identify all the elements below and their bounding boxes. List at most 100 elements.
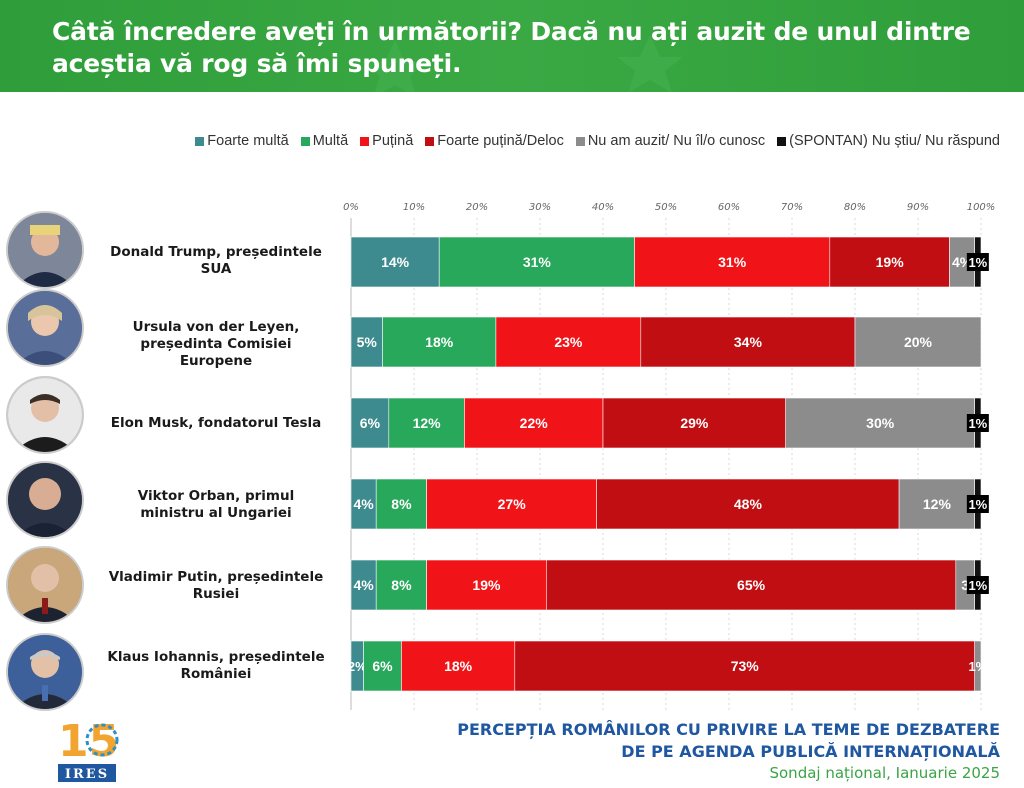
person-photo bbox=[6, 211, 84, 289]
person-label-line: Rusiei bbox=[192, 586, 240, 602]
data-label: 6% bbox=[372, 658, 393, 674]
data-label: 2% bbox=[348, 659, 367, 674]
person-label-line: Klaus Iohannis, președintele bbox=[107, 649, 325, 665]
person-label: Viktor Orban, primul ministru al Ungariei bbox=[90, 477, 342, 533]
data-label: 19% bbox=[472, 577, 501, 593]
legend-swatch bbox=[575, 136, 585, 146]
person-label-line: Europene bbox=[179, 352, 253, 369]
data-label: 3 bbox=[961, 577, 969, 593]
legend-swatch bbox=[425, 136, 435, 146]
person-label-line: Vladimir Putin, președintele bbox=[108, 569, 324, 585]
person-label-line: Elon Musk, fondatorul Tesla bbox=[110, 414, 322, 431]
person-label: Klaus Iohannis, președintele României bbox=[90, 638, 342, 694]
ires-logo: 15 IRES bbox=[56, 710, 122, 784]
bar-segment bbox=[350, 316, 383, 368]
data-label: 4% bbox=[353, 577, 374, 593]
data-label: 1% bbox=[968, 416, 987, 431]
bar-segment bbox=[596, 478, 900, 530]
bar-segment bbox=[829, 236, 950, 288]
legend-label: Puțină bbox=[372, 133, 414, 149]
legend-label: Nu am auzit/ Nu îl/o cunosc bbox=[587, 133, 766, 149]
legend-label: Foarte multă bbox=[207, 133, 289, 149]
data-label: 48% bbox=[734, 496, 763, 512]
x-tick-label: 80% bbox=[844, 202, 866, 213]
bar-segment bbox=[634, 236, 831, 288]
footer-title-line2: DE PE AGENDA PUBLICĂ INTERNAȚIONALĂ bbox=[621, 742, 1000, 761]
data-label: 34% bbox=[734, 334, 763, 350]
x-tick-label: 70% bbox=[781, 202, 803, 213]
footer-subtitle: Sondaj național, Ianuarie 2025 bbox=[769, 764, 1000, 782]
legend-item-multa: Multă bbox=[300, 133, 349, 149]
data-label: 12% bbox=[923, 496, 952, 512]
x-tick-label: 90% bbox=[907, 202, 929, 213]
x-tick-label: 20% bbox=[466, 202, 488, 213]
bar-segment bbox=[602, 397, 786, 449]
data-label: 1% bbox=[968, 497, 987, 512]
bar-segment bbox=[350, 559, 377, 611]
bar-segment bbox=[426, 478, 598, 530]
x-tick-label: 100% bbox=[967, 202, 996, 213]
bar-segment bbox=[426, 559, 547, 611]
data-label: 22% bbox=[520, 415, 549, 431]
data-label: 4% bbox=[353, 496, 374, 512]
legend-item-nu-stiu: (SPONTAN) Nu știu/ Nu răspund bbox=[777, 133, 1000, 149]
person-label: Donald Trump, președintele SUA bbox=[90, 233, 342, 289]
data-label: 20% bbox=[904, 334, 933, 350]
x-tick-label: 10% bbox=[403, 202, 425, 213]
data-label-box bbox=[966, 253, 989, 271]
logo-text: IRES bbox=[65, 767, 109, 782]
person-label-line: Donald Trump, președintele bbox=[110, 244, 322, 260]
person-label-line: României bbox=[180, 666, 252, 682]
legend-item-foarte-putina: Foarte puțină/Deloc bbox=[425, 133, 564, 149]
person-silhouette-icon bbox=[8, 463, 82, 537]
x-tick-label: 40% bbox=[592, 202, 614, 213]
data-label: 8% bbox=[391, 577, 412, 593]
x-tick-label: 50% bbox=[655, 202, 677, 213]
person-label: Vladimir Putin, președintele Rusiei bbox=[90, 558, 342, 614]
legend-swatch bbox=[360, 136, 370, 146]
legend-swatch bbox=[300, 136, 310, 146]
data-label: 29% bbox=[680, 415, 709, 431]
person-label-line: președinta Comisiei bbox=[140, 335, 292, 352]
person-silhouette-icon bbox=[8, 213, 82, 287]
person-silhouette-icon bbox=[8, 548, 82, 622]
person-silhouette-icon bbox=[8, 291, 82, 365]
person-label: Elon Musk, fondatorul Tesla bbox=[90, 395, 342, 451]
legend-label: Foarte puțină/Deloc bbox=[437, 133, 564, 149]
bar-segment bbox=[375, 559, 427, 611]
footer-title-line1: PERCEPȚIA ROMÂNILOR CU PRIVIRE LA TEME D… bbox=[457, 720, 1000, 739]
person-label-line: Ursula von der Leyen, bbox=[132, 318, 300, 335]
data-label: 1% bbox=[968, 255, 987, 270]
data-label: 65% bbox=[737, 577, 766, 593]
data-label: 23% bbox=[554, 334, 583, 350]
person-photo bbox=[6, 633, 84, 711]
data-label-box bbox=[966, 495, 989, 513]
legend-item-foarte-multa: Foarte multă bbox=[195, 133, 289, 149]
data-label: 31% bbox=[523, 254, 552, 270]
person-label-line: Viktor Orban, primul bbox=[137, 488, 295, 504]
data-label: 5% bbox=[357, 334, 378, 350]
bar-segment bbox=[514, 640, 975, 692]
legend-item-nu-am-auzit: Nu am auzit/ Nu îl/o cunosc bbox=[575, 133, 766, 149]
x-tick-label: 60% bbox=[718, 202, 740, 213]
data-label: 12% bbox=[413, 415, 442, 431]
x-tick-label: 0% bbox=[343, 202, 359, 213]
header-stars-decoration bbox=[362, 35, 683, 92]
legend-swatch bbox=[195, 136, 205, 146]
bar-segment bbox=[382, 316, 497, 368]
data-label: 18% bbox=[444, 658, 473, 674]
person-label: Ursula von der Leyen, președinta Comisiei… bbox=[90, 316, 342, 372]
data-label: 19% bbox=[876, 254, 905, 270]
data-label: 6% bbox=[360, 415, 381, 431]
page-title: Câtă încredere aveți în următorii? Dacă … bbox=[52, 17, 971, 78]
x-tick-label: 30% bbox=[529, 202, 551, 213]
bar-segment bbox=[438, 236, 635, 288]
person-photo bbox=[6, 546, 84, 624]
header-banner: Câtă încredere aveți în următorii? Dacă … bbox=[0, 0, 1024, 92]
bar-segment bbox=[401, 640, 516, 692]
bar-segment bbox=[854, 316, 982, 368]
chart-legend: Foarte multă Multă Puțină Foarte puțină/… bbox=[195, 133, 1000, 149]
legend-label: Multă bbox=[312, 133, 349, 149]
bar-segment bbox=[350, 478, 377, 530]
